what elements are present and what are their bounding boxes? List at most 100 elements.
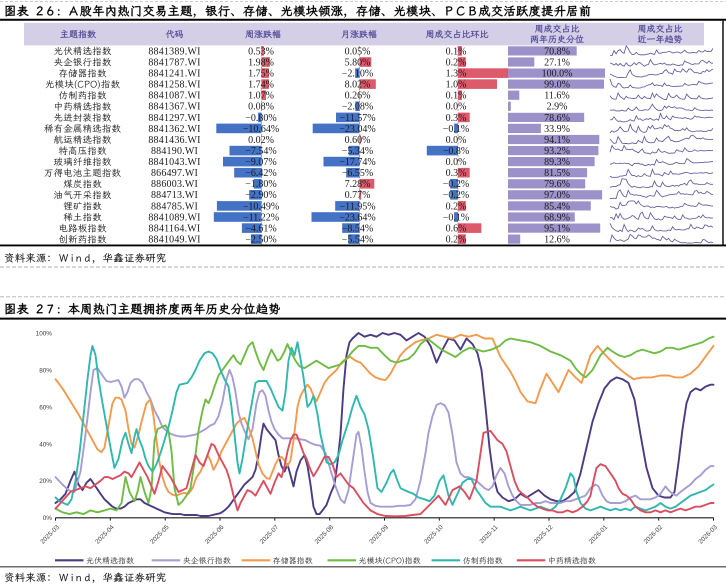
svg-text:−5.54%: −5.54% <box>342 235 373 246</box>
svg-text:0.08%: 0.08% <box>248 102 274 113</box>
svg-text:95.1%: 95.1% <box>544 224 570 235</box>
svg-text:0.2%: 0.2% <box>446 201 467 212</box>
svg-text:12.6%: 12.6% <box>544 235 570 246</box>
svg-text:−17.74%: −17.74% <box>339 157 375 168</box>
svg-text:−2.08%: −2.08% <box>342 102 373 113</box>
svg-text:−0.1%: −0.1% <box>443 124 469 135</box>
svg-text:−23.64%: −23.64% <box>339 212 375 223</box>
svg-text:2025-03: 2025-03 <box>39 524 61 546</box>
svg-text:0.3%: 0.3% <box>446 113 467 124</box>
svg-text:0.26%: 0.26% <box>345 91 371 102</box>
svg-text:2026-02: 2026-02 <box>643 524 665 546</box>
svg-text:2025-10: 2025-10 <box>423 524 445 546</box>
svg-text:100%: 100% <box>36 330 53 337</box>
svg-text:0.77%: 0.77% <box>345 190 371 201</box>
svg-text:2.9%: 2.9% <box>547 102 568 113</box>
svg-text:99.0%: 99.0% <box>544 80 570 91</box>
svg-text:−2.90%: −2.90% <box>245 190 276 201</box>
svg-text:1.74%: 1.74% <box>248 80 274 91</box>
svg-text:78.6%: 78.6% <box>544 113 570 124</box>
svg-text:8841787.WI: 8841787.WI <box>148 57 200 68</box>
svg-text:0.2%: 0.2% <box>446 57 467 68</box>
svg-text:0.53%: 0.53% <box>248 46 274 57</box>
svg-text:884785.WI: 884785.WI <box>151 201 198 212</box>
svg-text:2025-07: 2025-07 <box>259 524 281 546</box>
svg-text:8841043.WI: 8841043.WI <box>148 157 200 168</box>
svg-text:100.0%: 100.0% <box>542 69 573 80</box>
svg-text:0.05%: 0.05% <box>345 46 371 57</box>
svg-text:80%: 80% <box>39 367 52 374</box>
svg-text:79.6%: 79.6% <box>544 179 570 190</box>
svg-text:2025-11: 2025-11 <box>478 524 500 546</box>
svg-text:85.4%: 85.4% <box>544 201 570 212</box>
svg-text:8841089.WI: 8841089.WI <box>148 212 200 223</box>
svg-text:8841297.WI: 8841297.WI <box>148 113 200 124</box>
svg-text:8841258.WI: 8841258.WI <box>148 80 200 91</box>
svg-text:−0.2%: −0.2% <box>443 190 469 201</box>
svg-text:0.0%: 0.0% <box>446 135 467 146</box>
svg-text:866497.WI: 866497.WI <box>151 168 198 179</box>
svg-text:886003.WI: 886003.WI <box>151 179 198 190</box>
svg-text:5.80%: 5.80% <box>345 57 371 68</box>
svg-text:−11.57%: −11.57% <box>339 113 375 124</box>
svg-text:884190.WI: 884190.WI <box>151 146 198 157</box>
svg-text:11.6%: 11.6% <box>544 91 569 102</box>
svg-text:0.1%: 0.1% <box>446 91 467 102</box>
svg-text:2025-04: 2025-04 <box>94 524 116 546</box>
svg-text:60%: 60% <box>39 404 52 411</box>
svg-text:1.0%: 1.0% <box>446 80 467 91</box>
svg-text:0.6%: 0.6% <box>446 224 467 235</box>
svg-text:−0.2%: −0.2% <box>443 179 469 190</box>
svg-text:70.8%: 70.8% <box>544 46 570 57</box>
svg-text:−0.8%: −0.8% <box>443 146 469 157</box>
svg-text:−7.54%: −7.54% <box>245 146 276 157</box>
svg-text:−11.22%: −11.22% <box>243 212 279 223</box>
svg-text:1.75%: 1.75% <box>248 69 274 80</box>
svg-text:−6.42%: −6.42% <box>245 168 276 179</box>
svg-text:2026-03: 2026-03 <box>697 524 719 546</box>
svg-text:8841087.WI: 8841087.WI <box>148 91 200 102</box>
svg-text:81.5%: 81.5% <box>544 168 570 179</box>
svg-text:−0.1%: −0.1% <box>443 212 469 223</box>
svg-text:7.28%: 7.28% <box>345 179 371 190</box>
svg-text:−0.80%: −0.80% <box>245 113 276 124</box>
svg-text:89.3%: 89.3% <box>544 157 570 168</box>
svg-text:2025-05: 2025-05 <box>149 524 171 546</box>
svg-text:0.2%: 0.2% <box>446 235 467 246</box>
svg-text:884713.WI: 884713.WI <box>151 190 198 201</box>
svg-text:−2.50%: −2.50% <box>245 235 276 246</box>
svg-text:2026-01: 2026-01 <box>588 524 610 546</box>
svg-text:8841362.WI: 8841362.WI <box>148 124 200 135</box>
svg-text:20%: 20% <box>39 478 52 485</box>
svg-text:8841367.WI: 8841367.WI <box>148 102 200 113</box>
svg-text:40%: 40% <box>39 441 52 448</box>
svg-text:8.02%: 8.02% <box>345 80 371 91</box>
svg-text:1.07%: 1.07% <box>248 91 274 102</box>
svg-text:8841436.WI: 8841436.WI <box>148 135 200 146</box>
svg-text:−11.95%: −11.95% <box>339 201 375 212</box>
svg-text:97.0%: 97.0% <box>544 190 570 201</box>
svg-text:94.1%: 94.1% <box>544 135 570 146</box>
svg-text:0%: 0% <box>43 515 53 522</box>
svg-text:0.60%: 0.60% <box>345 135 371 146</box>
svg-text:2025-12: 2025-12 <box>533 524 555 546</box>
svg-text:2025-09: 2025-09 <box>368 524 390 546</box>
svg-text:0.1%: 0.1% <box>446 46 467 57</box>
svg-text:27.1%: 27.1% <box>544 57 570 68</box>
svg-text:8841241.WI: 8841241.WI <box>148 69 200 80</box>
svg-text:−23.04%: −23.04% <box>339 124 375 135</box>
svg-text:0.0%: 0.0% <box>446 102 467 113</box>
svg-text:−4.61%: −4.61% <box>245 224 276 235</box>
svg-text:1.3%: 1.3% <box>446 69 467 80</box>
svg-text:−8.54%: −8.54% <box>342 224 373 235</box>
svg-text:8841389.WI: 8841389.WI <box>148 46 200 57</box>
svg-text:0.02%: 0.02% <box>248 135 274 146</box>
svg-text:0.3%: 0.3% <box>446 168 467 179</box>
svg-text:1.98%: 1.98% <box>248 57 274 68</box>
svg-text:33.9%: 33.9% <box>544 124 570 135</box>
svg-text:−10.49%: −10.49% <box>243 201 279 212</box>
svg-text:−9.07%: −9.07% <box>245 157 276 168</box>
svg-text:8841164.WI: 8841164.WI <box>149 224 201 235</box>
svg-text:−2.10%: −2.10% <box>342 69 373 80</box>
svg-text:−10.64%: −10.64% <box>243 124 279 135</box>
